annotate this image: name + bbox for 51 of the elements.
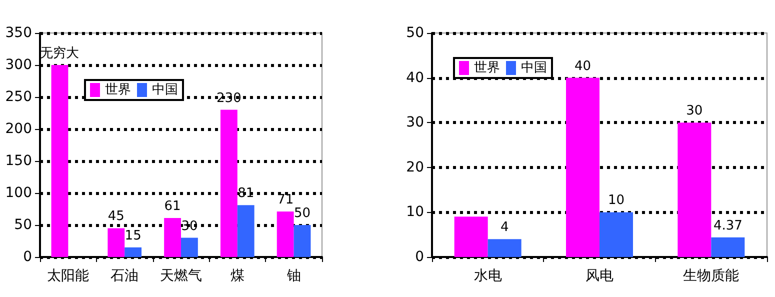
x-tick-label: 煤: [230, 268, 244, 284]
y-tick-label: 100: [5, 185, 32, 201]
data-label: 10: [608, 193, 625, 208]
data-label: 15: [124, 228, 142, 244]
legend-label: 中国: [152, 82, 178, 98]
bar: [51, 65, 68, 257]
y-tick-label: 350: [5, 25, 32, 41]
y-tick-label: 0: [23, 249, 32, 265]
data-label: 无穷大: [40, 46, 80, 61]
bar: [124, 247, 142, 257]
bar: [108, 228, 125, 257]
legend-label: 世界: [474, 60, 500, 76]
bar: [678, 122, 712, 257]
bar: [181, 238, 198, 257]
y-tick-label: 300: [5, 57, 32, 73]
x-tick-label: 天燃气: [160, 268, 202, 284]
x-tick-label: 铀: [286, 268, 301, 284]
bar: [600, 212, 633, 257]
y-tick-label: 50: [406, 25, 424, 41]
x-tick-label: 生物质能: [683, 268, 740, 284]
bar: [276, 212, 294, 257]
y-tick-label: 200: [5, 121, 32, 137]
y-tick-label: 10: [406, 204, 424, 220]
bar: [164, 218, 181, 257]
y-tick-label: 40: [406, 70, 424, 86]
bar: [454, 216, 488, 257]
data-label: 30: [686, 104, 703, 119]
bar: [711, 237, 745, 257]
legend-label: 中国: [521, 60, 547, 76]
legend-label: 世界: [105, 82, 131, 98]
data-label: 40: [574, 58, 592, 74]
x-tick-label: 水电: [474, 268, 502, 284]
bar: [220, 110, 238, 257]
data-label: 4: [500, 220, 509, 236]
y-tick-label: 50: [14, 217, 32, 233]
y-tick-label: 20: [406, 159, 424, 176]
x-tick-label: 风电: [586, 268, 614, 284]
data-label: 61: [164, 198, 181, 214]
data-label: 50: [294, 206, 311, 221]
x-tick-label: 石油: [110, 268, 139, 284]
bar: [566, 78, 600, 257]
x-tick-label: 太阳能: [47, 268, 90, 284]
data-label: 4.37: [713, 218, 742, 234]
bar: [237, 205, 254, 257]
y-tick-label: 150: [5, 153, 32, 169]
y-tick-label: 250: [5, 89, 32, 105]
y-tick-label: 0: [415, 249, 424, 265]
bar: [488, 239, 522, 257]
y-tick-label: 30: [406, 114, 424, 131]
data-label: 45: [108, 209, 124, 224]
bar: [294, 225, 311, 257]
